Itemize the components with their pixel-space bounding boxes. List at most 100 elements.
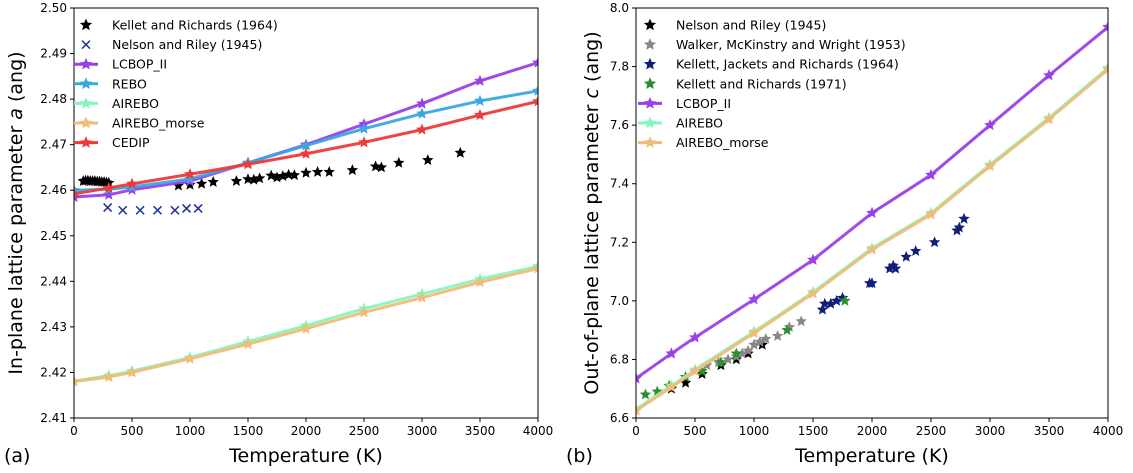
data-point — [636, 404, 642, 416]
data-point — [393, 156, 405, 168]
data-point — [742, 344, 754, 356]
y-tick-label: 8.0 — [610, 1, 629, 15]
data-point — [242, 338, 254, 350]
data-point — [102, 181, 115, 193]
legend-marker — [79, 96, 93, 109]
data-point — [889, 262, 902, 274]
chart-a: 0 500 1000 1500 2000 2500 3000 3500 4000 2.41 2.42… — [4, 1, 553, 467]
data-point — [253, 172, 266, 184]
series-line — [636, 68, 1108, 412]
x-tick-label: 3000 — [975, 424, 1006, 438]
x-axis-label: Temperature (K) — [794, 445, 949, 467]
data-point — [135, 205, 145, 215]
data-point — [358, 122, 370, 134]
data-point — [118, 205, 128, 215]
data-point — [282, 168, 295, 180]
data-point — [807, 287, 819, 299]
legend-marker — [79, 136, 93, 148]
x-tick-label: 500 — [684, 424, 707, 438]
data-point — [152, 205, 163, 215]
data-point — [1102, 20, 1108, 33]
data-point — [866, 277, 878, 289]
data-point — [689, 364, 701, 377]
data-point — [636, 372, 642, 384]
data-point — [454, 146, 466, 158]
legend: Kellet and Richards (1964) Nelson and Ril… — [74, 18, 278, 150]
data-point — [1102, 63, 1108, 75]
x-tick-label: 2000 — [291, 424, 322, 438]
data-point — [715, 356, 727, 368]
data-point — [866, 243, 878, 255]
data-point — [532, 95, 538, 107]
legend: Nelson and Riley (1945) Walker, McKinstry… — [638, 18, 906, 150]
legend-label: Kellett and Richards (1971) — [676, 76, 847, 91]
data-point — [288, 169, 301, 181]
x-tick-label: 2000 — [857, 424, 888, 438]
legend-marker — [643, 18, 657, 31]
y-tick-label: 7.0 — [610, 294, 629, 308]
data-point — [816, 303, 829, 315]
data-point — [474, 108, 486, 121]
data-point — [953, 221, 966, 233]
panel-label: (a) — [4, 445, 30, 467]
legend-label: CEDIP — [112, 135, 150, 150]
legend-marker — [79, 57, 93, 70]
data-point — [925, 168, 937, 180]
data-point — [474, 94, 486, 106]
legend-label: Nelson and Riley (1945) — [112, 37, 262, 52]
legend-item: CEDIP — [74, 135, 150, 150]
data-point — [74, 375, 80, 387]
x-tick-label: 3500 — [465, 424, 496, 438]
data-point — [193, 203, 203, 213]
legend-item: AIREBO_morse — [638, 135, 769, 150]
legend-item: REBO — [74, 76, 147, 91]
data-point — [416, 107, 428, 119]
data-point — [358, 306, 370, 318]
legend-marker — [643, 96, 657, 109]
data-point — [74, 187, 80, 199]
y-tick-label: 2.44 — [40, 274, 67, 288]
data-point — [184, 178, 196, 190]
data-point — [679, 376, 692, 388]
data-point — [883, 262, 896, 274]
chart-b: 0 500 1000 1500 2000 2500 3000 3500 4000 6.6 6.8 7.… — [566, 1, 1123, 467]
x-tick-label: 0 — [632, 424, 640, 438]
data-point — [126, 177, 138, 189]
data-point — [103, 203, 113, 213]
data-point — [839, 294, 851, 306]
data-point — [300, 147, 312, 159]
data-point — [102, 370, 115, 383]
data-point — [184, 352, 196, 364]
data-point — [474, 276, 486, 288]
data-point — [730, 347, 743, 359]
data-point — [748, 338, 760, 350]
legend-marker — [643, 136, 657, 148]
data-point — [375, 161, 388, 173]
x-tick-label: 1500 — [798, 424, 829, 438]
legend-label: LCBOP_II — [112, 57, 167, 72]
legend-item: Walker, McKinstry and Wright (1953) — [643, 37, 906, 52]
x-tick-label: 4000 — [1093, 424, 1124, 438]
y-tick-label: 2.42 — [40, 365, 67, 379]
legend-label: Nelson and Riley (1945) — [676, 18, 826, 33]
data-point — [1043, 113, 1055, 125]
x-tick-label: 1000 — [739, 424, 770, 438]
legend-label: AIREBO_morse — [112, 116, 205, 131]
data-point — [358, 136, 370, 148]
data-point — [195, 177, 208, 189]
legend-item: Kellett, Jackets and Richards (1964) — [643, 57, 899, 72]
y-axis-label: In-plane lattice parameter a (ang) — [5, 51, 27, 374]
data-point — [416, 97, 428, 109]
data-point — [416, 291, 428, 303]
x-tick-label: 2500 — [349, 424, 380, 438]
series-lcbop-ii — [636, 20, 1108, 384]
data-point — [958, 212, 970, 224]
data-point — [416, 123, 428, 135]
data-point — [795, 315, 807, 327]
legend-marker — [643, 57, 657, 70]
y-tick-label: 2.47 — [40, 138, 67, 152]
legend-marker — [643, 77, 657, 90]
axes-frame — [635, 7, 1109, 419]
data-point — [532, 84, 538, 96]
legend-label: Kellett, Jackets and Richards (1964) — [676, 57, 899, 72]
